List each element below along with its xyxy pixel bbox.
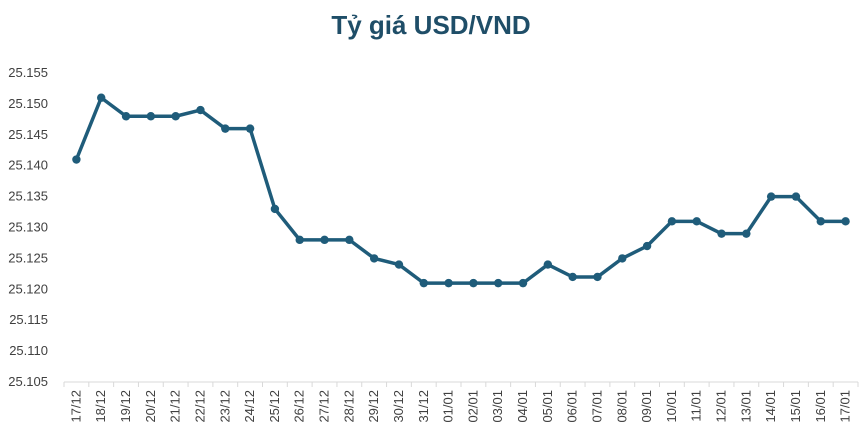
x-tick-label: 16/01 xyxy=(813,390,828,423)
x-tick-label: 09/01 xyxy=(639,390,654,423)
data-point xyxy=(717,229,726,238)
data-point xyxy=(469,278,478,288)
x-axis: 17/12 18/12 19/12 20/12 21/12 22/12 23/12 24/12… xyxy=(63,381,859,423)
y-tick-label: 25.140 xyxy=(8,158,48,173)
x-tick-label: 03/01 xyxy=(490,390,505,423)
y-tick-label: 25.135 xyxy=(8,189,48,204)
x-tick-label: 02/01 xyxy=(465,390,480,423)
data-point xyxy=(345,235,354,245)
data-point xyxy=(320,235,329,245)
data-point xyxy=(270,204,280,214)
data-point xyxy=(97,93,106,102)
chart-title: Tỷ giá USD/VND xyxy=(331,10,531,40)
data-point xyxy=(543,260,553,269)
x-tick-label: 26/12 xyxy=(292,390,307,423)
y-axis: 25.105 25.110 25.115 25.120 25.125 25.130 25.1… xyxy=(8,65,48,389)
x-tick-label: 23/12 xyxy=(217,390,232,423)
x-tick-label: 17/12 xyxy=(68,390,83,423)
y-tick-label: 25.110 xyxy=(9,343,48,358)
x-tick-label: 14/01 xyxy=(763,390,778,423)
data-point xyxy=(791,192,801,201)
data-point xyxy=(369,254,379,263)
x-tick-label: 21/12 xyxy=(168,390,183,423)
x-tick-label: 12/01 xyxy=(714,390,729,423)
x-tick-label: 27/12 xyxy=(317,390,332,423)
y-tick-label: 25.145 xyxy=(8,127,48,142)
data-point xyxy=(618,254,627,263)
x-tick-label: 20/12 xyxy=(143,390,158,423)
x-tick-label: 04/01 xyxy=(515,390,530,423)
y-tick-label: 25.155 xyxy=(8,65,48,80)
x-tick-label: 30/12 xyxy=(391,390,406,423)
y-tick-label: 25.105 xyxy=(8,374,48,389)
x-tick-label: 29/12 xyxy=(366,390,381,423)
x-tick-label: 01/01 xyxy=(441,390,456,423)
data-point xyxy=(766,192,776,201)
x-tick-label: 11/01 xyxy=(689,390,704,422)
x-tick-label: 18/12 xyxy=(93,390,108,423)
data-point xyxy=(171,112,180,121)
y-tick-label: 25.120 xyxy=(8,281,48,296)
series-line xyxy=(74,95,846,285)
data-point xyxy=(667,217,677,226)
data-point xyxy=(419,278,428,288)
data-point xyxy=(245,124,255,133)
data-point xyxy=(841,217,850,226)
data-point xyxy=(196,105,205,115)
data-point xyxy=(295,235,304,245)
data-point xyxy=(146,112,156,121)
data-point xyxy=(568,272,577,282)
x-tick-label: 19/12 xyxy=(118,390,133,423)
x-tick-label: 05/01 xyxy=(540,390,555,423)
x-tick-label: 28/12 xyxy=(341,390,356,423)
x-tick-label: 22/12 xyxy=(192,390,207,423)
x-tick-label: 07/01 xyxy=(589,390,604,423)
x-tick-label: 24/12 xyxy=(242,390,257,423)
data-point xyxy=(642,241,652,251)
data-point xyxy=(444,278,453,288)
data-point xyxy=(742,229,751,238)
y-tick-label: 25.125 xyxy=(8,250,48,265)
data-point xyxy=(494,278,503,288)
y-tick-label: 25.150 xyxy=(8,96,48,111)
x-tick-label: 06/01 xyxy=(565,390,580,423)
x-tick-label: 31/12 xyxy=(416,390,431,423)
x-tick-label: 08/01 xyxy=(614,390,629,423)
x-tick-label: 10/01 xyxy=(664,390,679,423)
y-tick-label: 25.130 xyxy=(8,220,48,235)
x-tick-label: 25/12 xyxy=(267,390,282,423)
data-point xyxy=(121,112,131,121)
x-tick-label: 15/01 xyxy=(788,390,803,423)
data-point xyxy=(816,217,825,226)
data-point xyxy=(394,260,404,269)
x-tick-label: 13/01 xyxy=(738,390,753,423)
data-point xyxy=(518,278,528,288)
data-point xyxy=(692,217,701,226)
series-group xyxy=(72,93,850,288)
data-point xyxy=(593,272,602,282)
data-point xyxy=(72,155,81,164)
data-point xyxy=(221,124,230,133)
x-tick-label: 17/01 xyxy=(838,390,853,423)
y-tick-label: 25.115 xyxy=(9,312,48,327)
